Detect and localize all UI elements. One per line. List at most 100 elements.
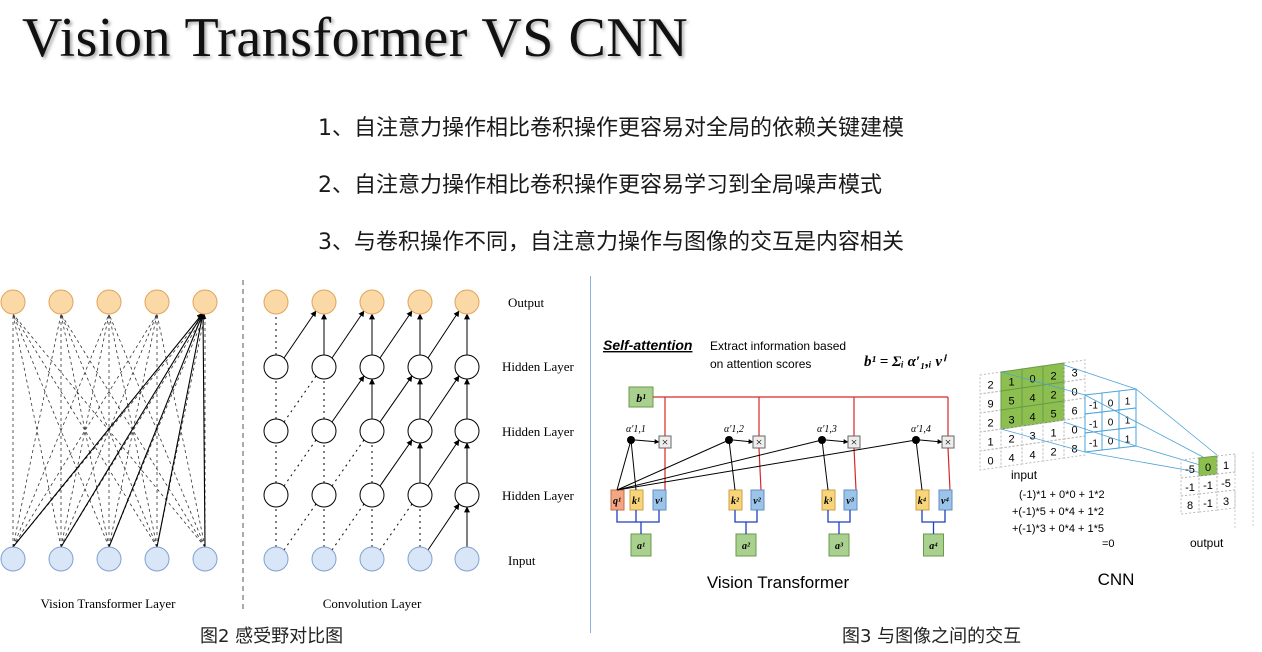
output-value: -5 [1221, 478, 1231, 490]
output-value: -5 [1185, 464, 1195, 476]
output-cell [1180, 493, 1200, 515]
output-value: 0 [1205, 462, 1211, 474]
kv-bracket [921, 510, 946, 523]
vit-input-node [0, 546, 26, 572]
conv-diagonal-link [331, 375, 365, 423]
output-value: -1 [1203, 480, 1213, 492]
multiply-sign: × [945, 435, 952, 449]
vit-dashed-link [108, 313, 158, 548]
input-value: 4 [1029, 412, 1035, 424]
k-label: k³ [824, 496, 833, 507]
conv-hidden-node [263, 354, 289, 380]
conv-input-node [359, 546, 385, 572]
conv-hidden-node [454, 354, 480, 380]
q-alpha-link [616, 439, 823, 491]
alpha-arrow [919, 439, 943, 445]
input-value: 2 [987, 380, 993, 392]
alpha-label: α′1,1 [626, 424, 646, 435]
point-1: 1、自注意力操作相比卷积操作更容易对全局的依赖关键建模 [318, 116, 904, 141]
input-value: 0 [987, 456, 993, 468]
vit-dashed-link [12, 313, 110, 548]
conv-hidden-node [311, 418, 337, 444]
conv-hidden-node [311, 482, 337, 508]
kernel-value: 0 [1108, 437, 1114, 448]
conv-hidden-node [311, 354, 337, 380]
self-attention-diagram: Self-attention Extract information based… [603, 337, 955, 592]
cnn-convolution-diagram: 2102395420234561231004428-101-101-101-50… [979, 359, 1254, 589]
calc-line-4: =0 [1102, 538, 1115, 550]
input-value: 4 [1029, 450, 1035, 462]
vit-dashed-link [60, 313, 206, 548]
vit-output-node [192, 289, 218, 315]
input-value: 3 [1008, 415, 1014, 427]
vit-dashed-link [108, 313, 158, 548]
vit-dashed-link [60, 313, 206, 548]
input-value: 3 [1029, 431, 1035, 443]
calc-line-2: +(-1)*5 + 0*4 + 1*2 [1012, 506, 1104, 518]
attention-graph: α′1,1 × α′1,2 × α′1,3 × α′1,4 × q¹ k¹ v¹ a¹ k² v² a² k³… [610, 396, 955, 557]
label-output: Output [508, 295, 545, 310]
k-label: k¹ [632, 496, 640, 507]
conv-layer-label: Convolution Layer [323, 596, 422, 611]
k-alpha-link [728, 439, 736, 491]
conv-hidden-node [263, 482, 289, 508]
conv-hidden-node [454, 482, 480, 508]
conv-diagonal-link [331, 503, 365, 551]
vit-solid-link [156, 312, 206, 548]
vit-dashed-link [12, 313, 62, 548]
q-alpha-link [616, 439, 917, 491]
alpha-arrow [825, 439, 849, 445]
layer-nodes [0, 289, 480, 572]
conv-hidden-node [454, 418, 480, 444]
kernel-value: 1 [1125, 435, 1131, 446]
conv-output-node [263, 289, 289, 315]
k-alpha-link [915, 439, 923, 491]
vit-input-node [96, 546, 122, 572]
conv-diagonal-link [427, 310, 460, 359]
conv-hidden-node [359, 418, 385, 444]
output-value: 8 [1187, 500, 1193, 512]
kernel-value: 0 [1108, 399, 1114, 410]
conv-diagonal-link [379, 310, 413, 359]
conv-hidden-node [263, 418, 289, 444]
vit-dashed-link [12, 313, 158, 548]
conv-diagonal-link [331, 310, 365, 359]
v-label: v² [753, 496, 761, 507]
cnn-caption: CNN [1098, 570, 1135, 589]
multiply-sign: × [851, 435, 858, 449]
v-label: v³ [846, 496, 854, 507]
vit-output-node [48, 289, 74, 315]
input-value: 5 [1050, 409, 1056, 421]
input-value: 1 [1050, 428, 1056, 440]
input-value: 6 [1071, 406, 1077, 418]
attention-formula: b¹ = Σᵢ α′₁,ᵢ vⁱ [864, 354, 947, 370]
output-value: 3 [1223, 496, 1229, 508]
alpha-label: α′1,2 [724, 424, 744, 435]
output-value: -1 [1203, 498, 1213, 510]
input-value: 2 [1050, 371, 1056, 383]
vit-dashed-link [12, 313, 158, 548]
label-hidden-1: Hidden Layer [502, 359, 575, 374]
conv-output-node [311, 289, 337, 315]
kv-bracket [827, 510, 851, 523]
kernel-link [1063, 421, 1137, 447]
a-label: a² [742, 541, 751, 552]
input-value: 0 [1071, 425, 1077, 437]
label-hidden-2: Hidden Layer [502, 424, 575, 439]
receptive-field-diagram: Output Hidden Layer Hidden Layer Hidden … [0, 280, 575, 613]
point-3: 3、与卷积操作不同，自注意力操作与图像的交互是内容相关 [318, 230, 904, 255]
q-label: q¹ [613, 496, 621, 507]
q-alpha-link [616, 439, 632, 491]
v-label: v⁴ [941, 496, 949, 507]
conv-diagonal-link [331, 439, 365, 487]
alpha-label: α′1,3 [817, 424, 837, 435]
conv-diagonal-link [427, 439, 460, 487]
input-value: 1 [1008, 377, 1014, 389]
vit-solid-link [12, 312, 204, 548]
input-value: 5 [1008, 396, 1014, 408]
v-label: v¹ [655, 496, 662, 507]
cnn-graph: 2102395420234561231004428-101-101-101-50… [979, 359, 1254, 528]
alpha-arrow [732, 439, 754, 445]
v-red-link [758, 447, 762, 491]
vit-solid-link [199, 312, 207, 548]
